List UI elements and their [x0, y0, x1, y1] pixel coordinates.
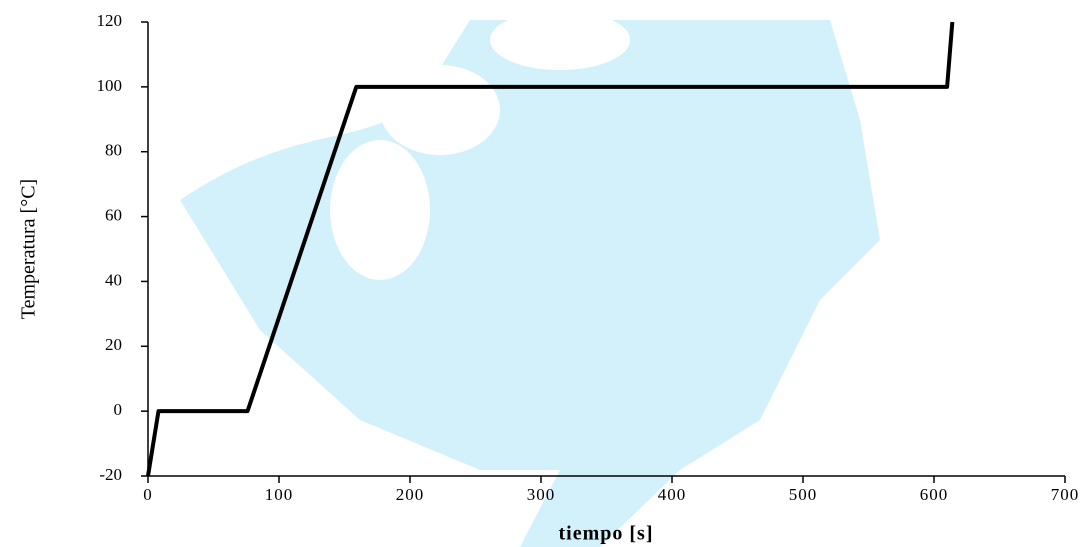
x-tick-label: 500 [789, 485, 818, 504]
line [146, 21, 955, 477]
x-tick-label: 700 [1051, 485, 1080, 504]
y-tick-label: 80 [105, 141, 122, 160]
x-axis-title: tiempo [s] [559, 523, 654, 545]
y-tick-label: -20 [99, 465, 122, 484]
y-tick-label: 100 [97, 76, 123, 95]
x-tick-label: 300 [527, 485, 556, 504]
x-tick-label: 600 [920, 485, 949, 504]
y-tick-label: 20 [105, 335, 122, 354]
x-tick-label: 100 [265, 485, 294, 504]
x-tick-label: 200 [396, 485, 425, 504]
y-tick-label: 60 [105, 205, 122, 224]
x-tick-label: 400 [658, 485, 687, 504]
y-tick-label: 40 [105, 270, 122, 289]
watermark [180, 20, 880, 547]
y-axis-title: Temperatura [°C] [18, 179, 40, 319]
y-tick-label: 120 [97, 11, 123, 30]
x-tick-label: 0 [143, 485, 153, 504]
y-tick-label: 0 [114, 400, 123, 419]
